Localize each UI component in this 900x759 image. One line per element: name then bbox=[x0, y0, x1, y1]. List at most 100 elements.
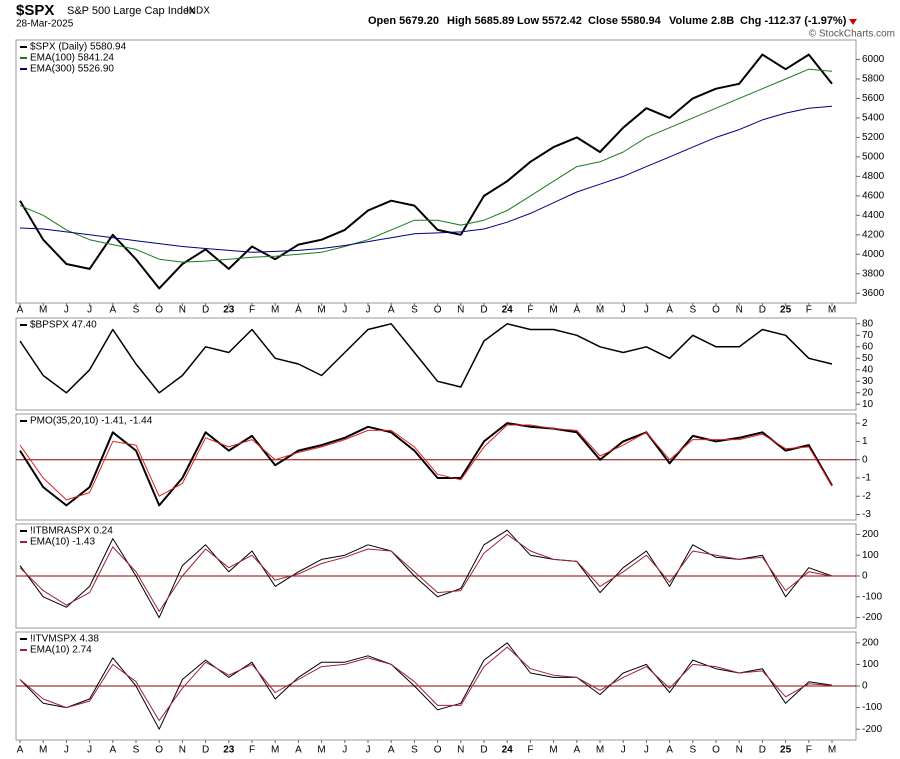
x-tick-label: 24 bbox=[502, 305, 514, 316]
series-line bbox=[19, 323, 833, 394]
x-tick-label: A bbox=[573, 745, 580, 756]
x-tick-label: N bbox=[179, 305, 186, 316]
low: Low 5572.42 bbox=[517, 15, 582, 27]
x-tick-label: F bbox=[527, 745, 533, 756]
change: Chg -112.37 (-1.97%) bbox=[740, 15, 847, 27]
x-tick-label: J bbox=[87, 305, 92, 316]
legend-label: EMA(10) -1.43 bbox=[30, 537, 95, 548]
y-tick-label: 0 bbox=[862, 571, 868, 582]
y-tick-label: 5800 bbox=[862, 74, 885, 85]
exchange: INDX bbox=[186, 6, 210, 17]
y-tick-label: 6000 bbox=[862, 54, 885, 65]
x-tick-label: D bbox=[759, 305, 766, 316]
x-tick-label: M bbox=[828, 305, 836, 316]
y-tick-label: 70 bbox=[862, 330, 874, 341]
y-tick-label: 4000 bbox=[862, 249, 885, 260]
y-tick-label: 5400 bbox=[862, 113, 885, 124]
x-tick-label: J bbox=[64, 305, 69, 316]
x-tick-label: O bbox=[155, 745, 163, 756]
x-tick-label: N bbox=[457, 305, 464, 316]
x-tick-label: M bbox=[317, 305, 325, 316]
x-tick-label: D bbox=[202, 745, 209, 756]
x-tick-label: J bbox=[342, 305, 347, 316]
x-tick-label: O bbox=[434, 745, 442, 756]
symbol: $SPX bbox=[16, 2, 54, 19]
series-line bbox=[19, 529, 833, 619]
x-tick-label: M bbox=[596, 745, 604, 756]
y-tick-label: -200 bbox=[862, 612, 882, 623]
panel-frame bbox=[15, 413, 857, 521]
y-tick-label: 100 bbox=[862, 659, 879, 670]
x-tick-label: 25 bbox=[780, 305, 792, 316]
close: Close 5580.94 bbox=[588, 15, 662, 27]
x-tick-label: N bbox=[179, 745, 186, 756]
x-tick-label: A bbox=[666, 745, 673, 756]
y-tick-label: -3 bbox=[862, 509, 871, 520]
panel-frame bbox=[15, 39, 857, 304]
x-tick-label: S bbox=[133, 305, 140, 316]
x-tick-label: A bbox=[17, 745, 24, 756]
x-tick-label: J bbox=[366, 305, 371, 316]
x-tick-label: S bbox=[411, 745, 418, 756]
x-tick-label: A bbox=[388, 745, 395, 756]
x-tick-label: A bbox=[295, 745, 302, 756]
x-tick-label: D bbox=[202, 305, 209, 316]
index-name: S&P 500 Large Cap Index bbox=[67, 5, 195, 17]
legend-label: EMA(10) 2.74 bbox=[30, 645, 92, 656]
series-line bbox=[19, 105, 833, 253]
x-tick-label: F bbox=[527, 305, 533, 316]
high: High 5685.89 bbox=[447, 15, 514, 27]
y-tick-label: 5000 bbox=[862, 152, 885, 163]
volume: Volume 2.8B bbox=[669, 15, 734, 27]
x-tick-label: D bbox=[480, 305, 487, 316]
y-tick-label: 3600 bbox=[862, 288, 885, 299]
x-tick-label: F bbox=[249, 305, 255, 316]
x-tick-label: S bbox=[133, 745, 140, 756]
x-tick-label: M bbox=[39, 745, 47, 756]
x-tick-label: 25 bbox=[780, 745, 792, 756]
series-line bbox=[19, 646, 833, 722]
y-tick-label: 2 bbox=[862, 418, 868, 429]
x-tick-label: D bbox=[480, 745, 487, 756]
x-tick-label: M bbox=[549, 305, 557, 316]
y-tick-label: 10 bbox=[862, 399, 874, 410]
x-tick-label: M bbox=[596, 305, 604, 316]
x-tick-label: J bbox=[64, 745, 69, 756]
x-tick-label: D bbox=[759, 745, 766, 756]
x-tick-label: A bbox=[295, 305, 302, 316]
x-tick-label: M bbox=[828, 745, 836, 756]
y-tick-label: 200 bbox=[862, 529, 879, 540]
series-line bbox=[19, 53, 833, 290]
x-tick-label: O bbox=[155, 305, 163, 316]
y-tick-label: 100 bbox=[862, 550, 879, 561]
x-tick-label: J bbox=[621, 305, 626, 316]
legend-label: !ITBMRASPX 0.24 bbox=[30, 526, 113, 537]
x-tick-label: N bbox=[457, 745, 464, 756]
date: 28-Mar-2025 bbox=[16, 19, 74, 30]
open: Open 5679.20 bbox=[368, 15, 439, 27]
series-line bbox=[19, 533, 833, 612]
y-tick-label: 5600 bbox=[862, 93, 885, 104]
y-tick-label: -100 bbox=[862, 702, 882, 713]
x-tick-label: M bbox=[317, 745, 325, 756]
x-tick-label: 23 bbox=[223, 305, 235, 316]
legend-label: EMA(100) 5841.24 bbox=[30, 53, 114, 64]
x-tick-label: A bbox=[109, 305, 116, 316]
y-tick-label: 80 bbox=[862, 318, 874, 329]
x-tick-label: J bbox=[342, 745, 347, 756]
y-tick-label: 1 bbox=[862, 436, 868, 447]
x-tick-label: N bbox=[736, 745, 743, 756]
series-line bbox=[19, 422, 833, 507]
series-line bbox=[19, 68, 833, 263]
series-line bbox=[19, 424, 833, 501]
y-tick-label: -100 bbox=[862, 591, 882, 602]
x-tick-label: S bbox=[689, 305, 696, 316]
y-tick-label: -200 bbox=[862, 724, 882, 735]
x-tick-label: F bbox=[806, 745, 812, 756]
y-tick-label: 4400 bbox=[862, 210, 885, 221]
series-line bbox=[19, 642, 833, 730]
x-tick-label: J bbox=[621, 745, 626, 756]
x-tick-label: J bbox=[87, 745, 92, 756]
x-tick-label: F bbox=[249, 745, 255, 756]
y-tick-label: 40 bbox=[862, 364, 874, 375]
